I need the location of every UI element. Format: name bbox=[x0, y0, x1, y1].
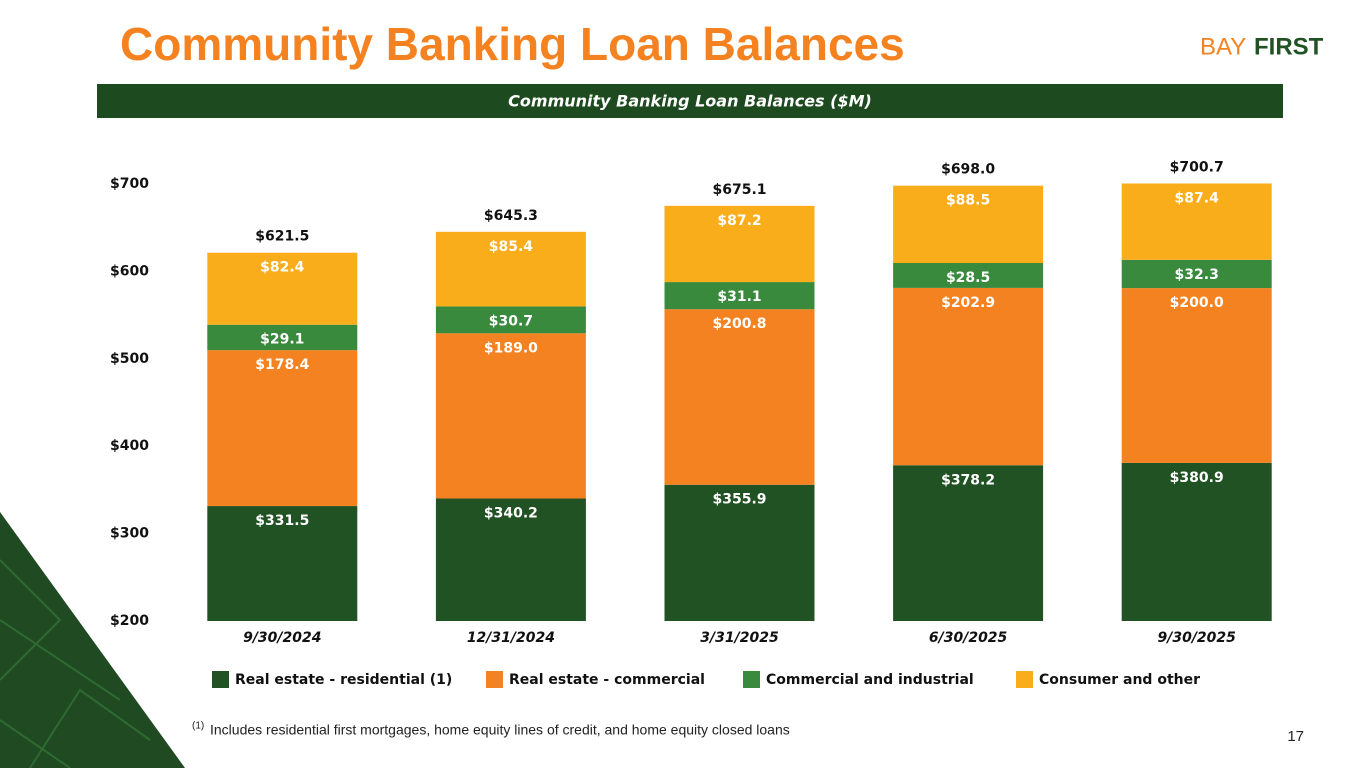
decor-triangle bbox=[0, 512, 185, 768]
bar-segment bbox=[207, 324, 358, 351]
total-label: $698.0 bbox=[941, 162, 995, 178]
bar-segment bbox=[435, 498, 586, 621]
legend-swatch bbox=[486, 671, 503, 688]
bar-segment bbox=[1121, 288, 1272, 463]
value-label: $87.2 bbox=[717, 213, 761, 229]
value-label: $87.4 bbox=[1175, 190, 1220, 206]
bar-segment bbox=[435, 306, 586, 334]
value-label: $355.9 bbox=[712, 492, 766, 508]
total-label: $700.7 bbox=[1170, 159, 1224, 175]
value-label: $178.4 bbox=[255, 357, 309, 373]
value-label: $31.1 bbox=[717, 289, 761, 305]
bar-segment bbox=[1121, 462, 1272, 621]
value-label: $331.5 bbox=[255, 513, 309, 529]
page-number: 17 bbox=[1287, 728, 1304, 745]
value-label: $29.1 bbox=[260, 332, 304, 348]
total-label: $621.5 bbox=[255, 229, 309, 245]
y-tick-label: $300 bbox=[110, 526, 149, 542]
value-label: $378.2 bbox=[941, 472, 995, 488]
y-tick-label: $600 bbox=[110, 263, 149, 279]
legend-label: Consumer and other bbox=[1039, 672, 1200, 688]
value-label: $189.0 bbox=[484, 340, 538, 356]
bar-segment bbox=[207, 252, 358, 325]
bar-segment bbox=[207, 506, 358, 621]
bar-segment bbox=[893, 263, 1044, 288]
value-label: $82.4 bbox=[260, 260, 305, 276]
x-tick-label: 3/31/2025 bbox=[700, 630, 779, 646]
value-label: $380.9 bbox=[1170, 470, 1224, 486]
x-tick-label: 6/30/2025 bbox=[929, 630, 1008, 646]
value-label: $30.7 bbox=[489, 313, 533, 329]
y-tick-label: $400 bbox=[110, 438, 149, 454]
legend-swatch bbox=[743, 671, 760, 688]
value-label: $28.5 bbox=[946, 270, 990, 286]
bar-segment bbox=[207, 350, 358, 507]
value-label: $85.4 bbox=[489, 239, 534, 255]
bar-segment bbox=[1121, 183, 1272, 260]
bar-segment bbox=[435, 231, 586, 307]
legend-label: Commercial and industrial bbox=[766, 672, 974, 688]
value-label: $202.9 bbox=[941, 295, 995, 311]
logo-bay: BAY bbox=[1200, 33, 1246, 60]
value-label: $32.3 bbox=[1175, 267, 1219, 283]
y-tick-label: $500 bbox=[110, 351, 149, 367]
bar-segment bbox=[893, 185, 1044, 264]
legend-label: Real estate - commercial bbox=[509, 672, 705, 688]
bar-segment bbox=[664, 484, 815, 621]
slide-title: Community Banking Loan Balances bbox=[120, 18, 905, 70]
bar-segment bbox=[893, 287, 1044, 466]
x-tick-label: 9/30/2025 bbox=[1157, 630, 1236, 646]
x-tick-label: 9/30/2024 bbox=[243, 630, 321, 646]
bar-segment bbox=[893, 465, 1044, 621]
subtitle-banner bbox=[97, 84, 1283, 118]
bar-segment bbox=[435, 333, 586, 499]
total-label: $645.3 bbox=[484, 208, 538, 224]
value-label: $200.0 bbox=[1170, 295, 1224, 311]
x-tick-label: 12/31/2024 bbox=[467, 630, 555, 646]
legend-swatch bbox=[1016, 671, 1033, 688]
bar-segment bbox=[664, 282, 815, 310]
bar-segment bbox=[664, 205, 815, 283]
chart-subtitle: Community Banking Loan Balances ($M) bbox=[508, 92, 872, 111]
bar-segment bbox=[1121, 259, 1272, 289]
legend-swatch bbox=[212, 671, 229, 688]
y-tick-label: $700 bbox=[110, 176, 149, 192]
legend-label: Real estate - residential (1) bbox=[235, 672, 452, 688]
logo-first: FIRST bbox=[1254, 33, 1324, 60]
value-label: $88.5 bbox=[946, 193, 990, 209]
total-label: $675.1 bbox=[712, 182, 766, 198]
footnote: Includes residential first mortgages, ho… bbox=[210, 722, 790, 738]
bar-segment bbox=[664, 309, 815, 485]
y-tick-label: $200 bbox=[110, 613, 149, 629]
value-label: $200.8 bbox=[712, 316, 766, 332]
value-label: $340.2 bbox=[484, 505, 538, 521]
footnote-marker: (1) bbox=[192, 721, 204, 732]
